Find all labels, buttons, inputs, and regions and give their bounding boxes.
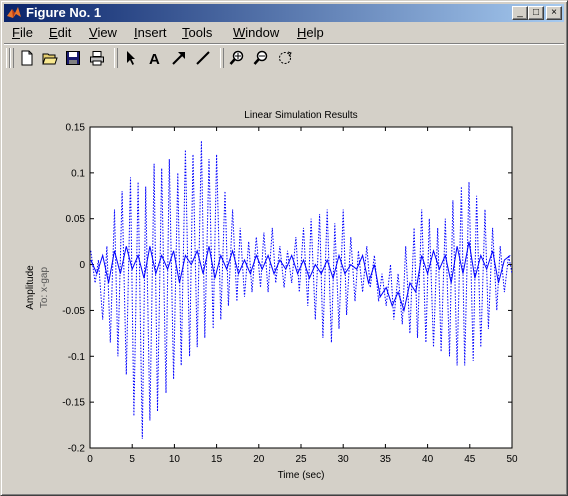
minimize-button[interactable]: _ xyxy=(512,6,528,20)
x-tick-label: 25 xyxy=(295,454,307,465)
edit-plot-button[interactable] xyxy=(120,48,142,69)
toolbar: A xyxy=(4,43,564,72)
y-axis-sublabel: To: x-gap xyxy=(39,266,50,308)
menu-insert[interactable]: Insert xyxy=(134,25,167,40)
maximize-icon: □ xyxy=(532,7,540,18)
svg-text:A: A xyxy=(149,51,160,66)
y-tick-label: 0 xyxy=(79,260,85,271)
menu-window[interactable]: Window xyxy=(233,25,280,40)
open-file-button[interactable] xyxy=(39,48,61,69)
plot-area xyxy=(89,126,513,449)
x-tick-label: 10 xyxy=(169,454,181,465)
insert-text-button[interactable]: A xyxy=(144,48,166,69)
print-button[interactable] xyxy=(86,48,108,69)
zoom-out-icon xyxy=(253,50,268,65)
menu-tools[interactable]: Tools xyxy=(182,25,213,40)
toolbar-separator xyxy=(220,48,224,68)
new-file-icon xyxy=(21,50,33,66)
y-tick-label: -0.05 xyxy=(62,306,85,317)
rotate-3d-button[interactable] xyxy=(274,48,296,69)
x-tick-label: 45 xyxy=(464,454,476,465)
y-tick-label: -0.1 xyxy=(68,352,86,363)
zoom-out-button[interactable] xyxy=(250,48,272,69)
y-tick-label: 0.05 xyxy=(66,214,86,225)
insert-line-button[interactable] xyxy=(192,48,214,69)
toolbar-separator xyxy=(114,48,118,68)
x-tick-label: 15 xyxy=(211,454,223,465)
y-axis-label: Amplitude xyxy=(25,265,36,310)
chart-title: Linear Simulation Results xyxy=(244,110,357,121)
menu-edit[interactable]: Edit xyxy=(49,25,72,40)
open-folder-icon xyxy=(42,53,58,65)
insert-line-icon xyxy=(196,51,210,65)
y-tick-label: -0.2 xyxy=(68,444,86,455)
close-button[interactable]: × xyxy=(546,6,562,20)
menu-view[interactable]: View xyxy=(89,25,117,40)
select-arrow-icon xyxy=(127,51,135,65)
window-title: Figure No. 1 xyxy=(26,5,102,20)
title-bar[interactable]: Figure No. 1 _ □ × xyxy=(4,4,564,22)
minimize-icon: _ xyxy=(517,7,523,18)
insert-text-icon: A xyxy=(149,51,160,66)
matlab-logo-icon xyxy=(7,7,21,18)
x-tick-label: 35 xyxy=(380,454,392,465)
zoom-in-button[interactable] xyxy=(226,48,248,69)
save-disk-icon xyxy=(66,51,80,65)
maximize-button[interactable]: □ xyxy=(528,6,544,20)
menu-help[interactable]: Help xyxy=(297,25,324,40)
figure-canvas[interactable]: Linear Simulation Results 0 5 10 15 20 25 30 35 4… xyxy=(4,73,564,491)
toolbar-grip xyxy=(10,48,14,68)
x-tick-label: 50 xyxy=(506,454,518,465)
menu-bar: File Edit View Insert Tools Window Help xyxy=(4,23,564,42)
series-line-dotted xyxy=(90,140,512,439)
save-button[interactable] xyxy=(62,48,84,69)
menu-file[interactable]: File xyxy=(12,25,33,40)
y-tick-label: 0.1 xyxy=(71,168,85,179)
y-tick-label: -0.15 xyxy=(62,398,85,409)
x-tick-label: 30 xyxy=(338,454,350,465)
x-tick-label: 20 xyxy=(253,454,265,465)
insert-arrow-button[interactable] xyxy=(168,48,190,69)
x-tick-label: 0 xyxy=(87,454,93,465)
toolbar-grip xyxy=(6,48,10,68)
print-icon xyxy=(90,51,104,66)
series-line-solid xyxy=(90,241,511,313)
x-tick-label: 40 xyxy=(422,454,434,465)
zoom-in-icon xyxy=(229,50,244,65)
new-figure-button[interactable] xyxy=(16,48,38,69)
y-tick-label: 0.15 xyxy=(66,123,86,134)
x-tick-label: 5 xyxy=(129,454,135,465)
close-icon: × xyxy=(551,7,557,18)
insert-arrow-icon xyxy=(172,52,185,65)
rotate-icon xyxy=(279,51,292,64)
x-axis-label: Time (sec) xyxy=(278,470,325,481)
